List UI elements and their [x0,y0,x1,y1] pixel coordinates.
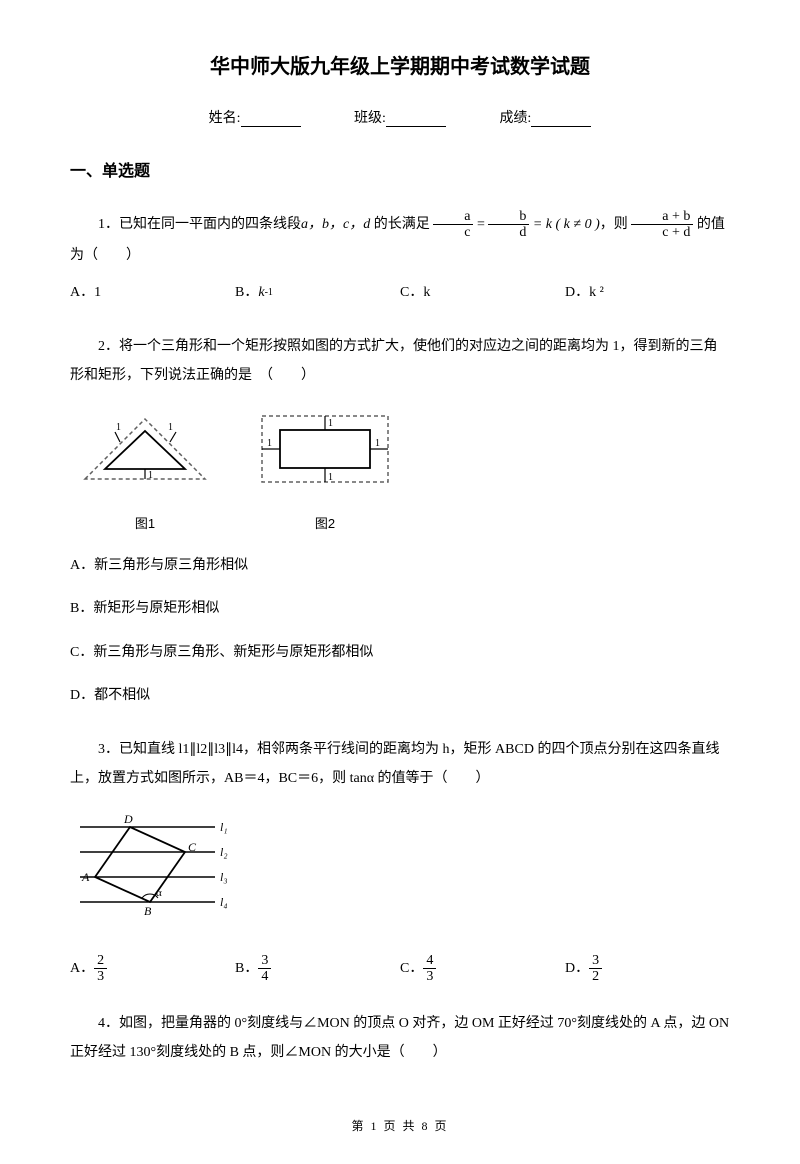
svg-text:l₃: l₃ [220,870,228,884]
q3-opt-a: A．23 [70,953,235,985]
q1-options: A．1 B．k-1 C．k D．k ² [70,278,730,307]
q4-text: 4．如图，把量角器的 0°刻度线与∠MON 的顶点 O 对齐，边 OM 正好经过… [70,1009,730,1068]
class-label: 班级: [354,111,386,126]
name-blank [241,112,301,127]
question-3: 3．已知直线 l1∥l2∥l3∥l4，相邻两条平行线间的距离均为 h，矩形 AB… [70,735,730,985]
q3-options: A．23 B．34 C．43 D．32 [70,953,730,985]
section-1-header: 一、单选题 [70,157,730,181]
svg-text:1: 1 [328,418,333,429]
q2-figures: 1 1 1 图1 1 1 1 1 图2 [70,404,730,537]
score-blank [531,112,591,127]
q2-opt-c: C．新三角形与原三角形、新矩形与原矩形都相似 [70,638,730,667]
score-label: 成绩: [499,111,531,126]
q2-options: A．新三角形与原三角形相似 B．新矩形与原矩形相似 C．新三角形与原三角形、新矩… [70,551,730,711]
svg-text:l₁: l₁ [220,820,228,834]
q1-eq-rest: = k ( k ≠ 0 ) [533,217,600,232]
q2-opt-a: A．新三角形与原三角形相似 [70,551,730,580]
svg-text:1: 1 [168,422,173,433]
q3-text: 3．已知直线 l1∥l2∥l3∥l4，相邻两条平行线间的距离均为 h，矩形 AB… [70,735,730,794]
svg-text:B: B [144,904,152,918]
q2-caption-1: 图1 [70,510,220,537]
svg-text:A: A [81,870,90,884]
svg-text:α: α [156,887,162,899]
q1-frac-bd: bd [488,209,529,241]
student-info-line: 姓名: 班级: 成绩: [70,107,730,127]
q1-frac-result: a + bc + d [631,209,693,241]
q1-opt-c: C．k [400,278,565,307]
q2-caption-2: 图2 [250,510,400,537]
q2-figure-1-icon: 1 1 1 [70,404,220,494]
svg-text:1: 1 [328,472,333,483]
question-4: 4．如图，把量角器的 0°刻度线与∠MON 的顶点 O 对齐，边 OM 正好经过… [70,1009,730,1068]
q1-mid: 的长满足 [374,217,430,232]
class-blank [386,112,446,127]
name-label: 姓名: [209,111,241,126]
q1-opt-a: A．1 [70,278,235,307]
q1-then: ，则 [600,217,628,232]
svg-text:l₄: l₄ [220,895,228,909]
page-title: 华中师大版九年级上学期期中考试数学试题 [70,50,730,79]
svg-text:1: 1 [116,422,121,433]
q1-vars: a，b，c，d [301,217,374,232]
q2-text: 2．将一个三角形和一个矩形按照如图的方式扩大，使他们的对应边之间的距离均为 1，… [70,332,730,391]
q3-opt-d: D．32 [565,953,730,985]
svg-text:C: C [188,840,197,854]
svg-text:1: 1 [267,438,272,449]
q1-frac-ac: ac [433,209,473,241]
question-1: 1．已知在同一平面内的四条线段a，b，c，d 的长满足 ac = bd = k … [70,209,730,308]
svg-text:1: 1 [148,470,153,481]
q3-opt-c: C．43 [400,953,565,985]
q1-opt-d: D．k ² [565,278,730,307]
svg-text:l₂: l₂ [220,845,228,859]
q3-figure-icon: l₁ l₂ l₃ l₄ D C A B α [70,807,250,927]
q1-prefix: 1．已知在同一平面内的四条线段 [98,217,301,232]
q3-opt-b: B．34 [235,953,400,985]
q2-figure-2-icon: 1 1 1 1 [250,404,400,494]
q2-opt-b: B．新矩形与原矩形相似 [70,594,730,623]
question-2: 2．将一个三角形和一个矩形按照如图的方式扩大，使他们的对应边之间的距离均为 1，… [70,332,730,711]
q1-opt-b: B．k-1 [235,278,400,307]
q2-opt-d: D．都不相似 [70,681,730,710]
svg-text:D: D [123,812,133,826]
svg-text:1: 1 [375,438,380,449]
